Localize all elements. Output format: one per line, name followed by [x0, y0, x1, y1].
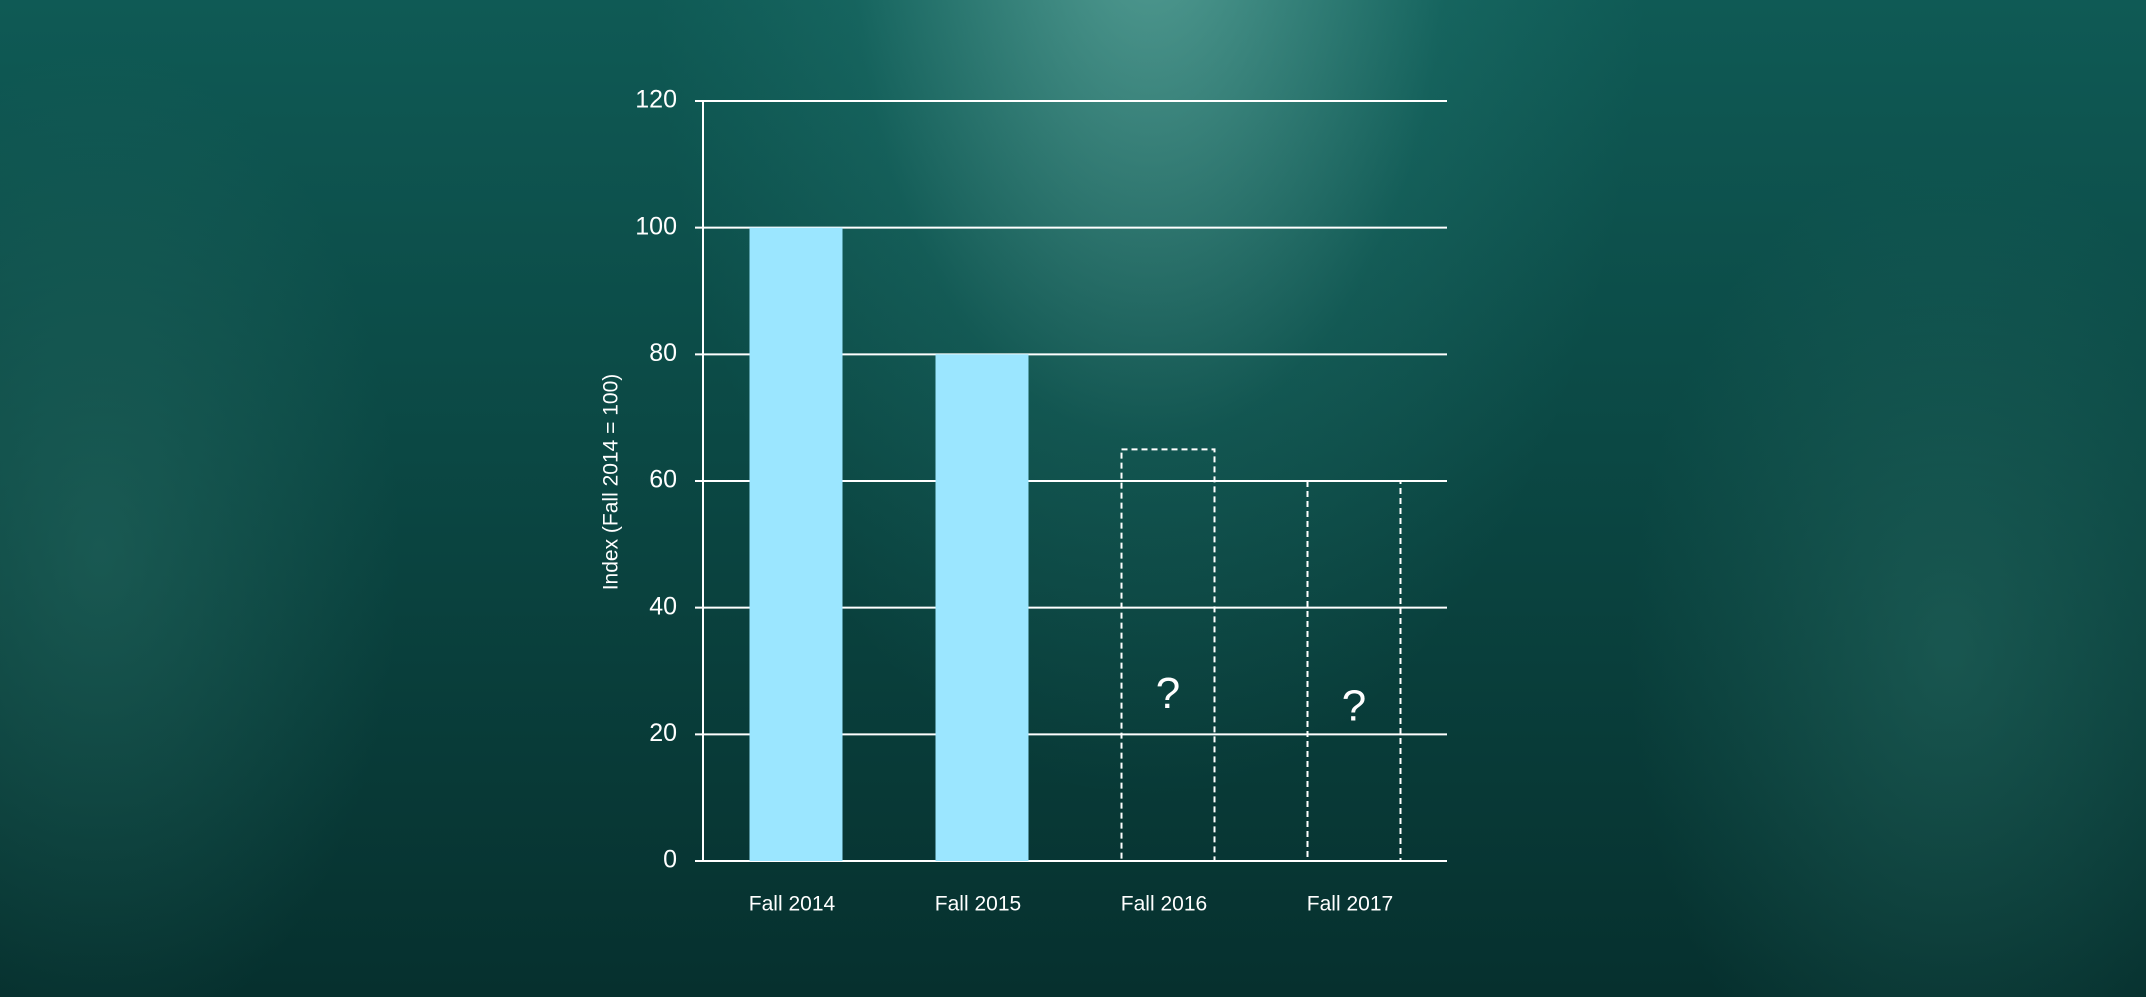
bar — [749, 227, 843, 861]
value-label: ? — [1156, 669, 1180, 718]
y-axis-title: Index (Fall 2014 = 100) — [600, 374, 623, 591]
x-tick-label: Fall 2016 — [1121, 893, 1207, 916]
bar — [1120, 448, 1216, 862]
x-tick-label: Fall 2015 — [935, 893, 1021, 916]
y-tick-label: 120 — [635, 86, 677, 114]
value-label: ? — [1342, 682, 1366, 731]
bar — [1306, 480, 1402, 862]
y-tick-label: 20 — [649, 719, 677, 747]
y-tick-label: 40 — [649, 592, 677, 620]
bar — [935, 354, 1029, 861]
y-tick-label: 60 — [649, 466, 677, 494]
y-tick-label: 80 — [649, 339, 677, 367]
x-tick-label: Fall 2017 — [1307, 893, 1393, 916]
x-tick-label: Fall 2014 — [749, 893, 836, 916]
y-tick-label: 100 — [635, 212, 677, 240]
y-tick-label: 0 — [663, 846, 677, 874]
